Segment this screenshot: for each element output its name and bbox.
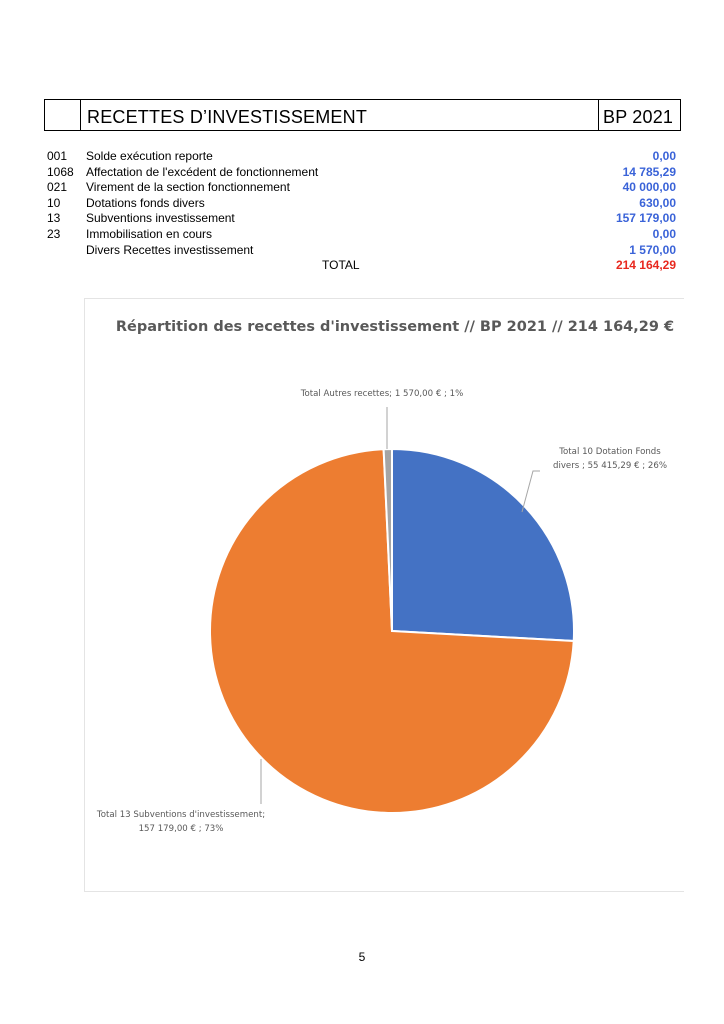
- pie-slice: [391, 447, 575, 643]
- row-amount: 1 570,00: [629, 242, 676, 257]
- list-item: 1068 Affectation de l'excédent de foncti…: [0, 165, 724, 181]
- list-item: 10 Dotations fonds divers 630,00: [0, 196, 724, 212]
- list-item: 13 Subventions investissement 157 179,00: [0, 211, 724, 227]
- slice-label-line: 157 179,00 € ; 73%: [139, 824, 224, 834]
- pie-slices: [209, 447, 575, 814]
- row-code: 001: [47, 149, 68, 163]
- row-amount: 14 785,29: [622, 164, 676, 179]
- slice-label-line: Total 10 Dotation Fonds: [558, 447, 661, 457]
- slice-label-line: Total Autres recettes; 1 570,00 € ; 1%: [300, 389, 464, 399]
- header-column-cell: BP 2021: [598, 100, 680, 130]
- slice-label: Total Autres recettes; 1 570,00 € ; 1%: [300, 389, 464, 399]
- slice-label-line: divers ; 55 415,29 € ; 26%: [553, 461, 667, 471]
- row-code: 23: [47, 226, 61, 241]
- revenue-list: 001 Solde exécution reporte 0,00 1068 Af…: [0, 149, 724, 274]
- row-label: Virement de la section fonctionnement: [86, 180, 290, 195]
- total-label: TOTAL: [322, 258, 360, 273]
- budget-header-table: RECETTES D’INVESTISSEMENT BP 2021: [44, 99, 681, 131]
- row-amount: 0,00: [652, 226, 676, 241]
- section-title: RECETTES D’INVESTISSEMENT: [87, 107, 368, 127]
- leader-line: [521, 470, 540, 513]
- row-amount: 630,00: [639, 195, 676, 210]
- row-label: Affectation de l'excédent de fonctionnem…: [86, 164, 319, 179]
- row-code: 10: [47, 195, 61, 210]
- row-code: 13: [47, 211, 61, 226]
- slice-label: Total 10 Dotation Fonds divers ; 55 415,2…: [553, 447, 667, 471]
- row-amount: 40 000,00: [622, 180, 676, 195]
- page-number: 5: [358, 950, 366, 964]
- slice-label-line: Total 13 Subventions d'investissement;: [96, 810, 265, 820]
- row-label: Dotations fonds divers: [86, 195, 205, 210]
- header-title-cell: RECETTES D’INVESTISSEMENT: [81, 100, 598, 130]
- row-label: Subventions investissement: [86, 211, 235, 226]
- row-label: Solde exécution reporte: [86, 149, 213, 163]
- list-item: 23 Immobilisation en cours 0,00: [0, 227, 724, 243]
- slice-label: Total 13 Subventions d'investissement; 15…: [96, 810, 265, 834]
- column-title: BP 2021: [603, 107, 674, 127]
- list-item: 001 Solde exécution reporte 0,00: [0, 149, 724, 165]
- row-code: 1068: [47, 164, 74, 179]
- pie-chart: Répartition des recettes d'investissemen…: [96, 319, 674, 834]
- row-code: 021: [47, 180, 68, 195]
- pie-labels: Total 10 Dotation Fonds divers ; 55 415,2…: [96, 389, 667, 834]
- chart-title: Répartition des recettes d'investissemen…: [116, 319, 674, 335]
- pie-slice: [209, 448, 575, 814]
- pie-slice: [382, 447, 393, 632]
- row-label: Divers Recettes investissement: [86, 242, 254, 257]
- row-amount: 157 179,00: [615, 211, 676, 226]
- row-label: Immobilisation en cours: [86, 226, 213, 241]
- pie-chart-panel: Répartition des recettes d'investissemen…: [84, 298, 684, 892]
- row-amount: 0,00: [652, 149, 676, 163]
- header-empty-cell: [45, 100, 81, 130]
- total-row: TOTAL 214 164,29: [0, 258, 724, 274]
- total-amount: 214 164,29: [615, 258, 676, 273]
- list-item: 021 Virement de la section fonctionnemen…: [0, 180, 724, 196]
- list-item: Divers Recettes investissement 1 570,00: [0, 243, 724, 259]
